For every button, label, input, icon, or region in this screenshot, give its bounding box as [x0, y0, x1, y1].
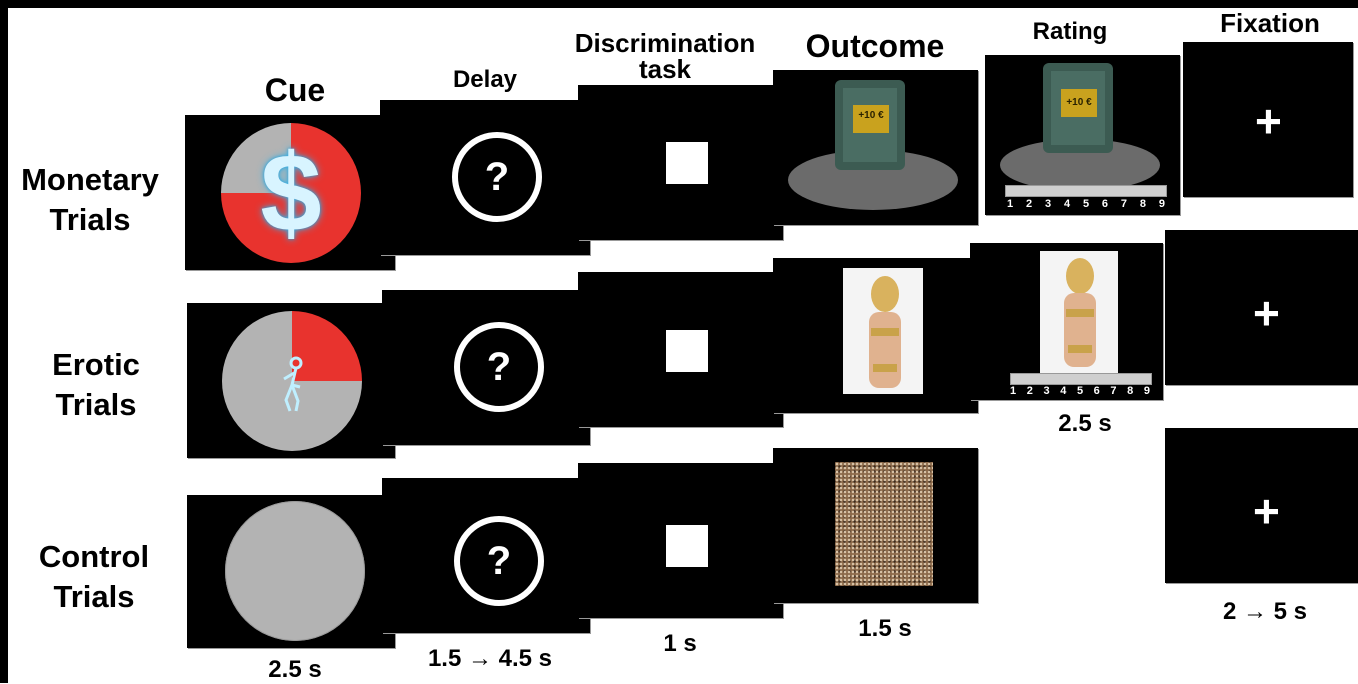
duration-fixation: 2 → 5 s [1222, 598, 1308, 625]
rating-panel-erotic: 1 2 3 4 5 6 7 8 9 [970, 243, 1163, 400]
header-discrimination-line2: task [638, 54, 692, 84]
row-label-monetary-line2: Trials [49, 202, 131, 238]
cue-panel-control [187, 495, 395, 648]
rating-num: 4 [1063, 198, 1071, 210]
safe-image [788, 80, 958, 210]
fixation-cross: + [1255, 95, 1282, 147]
figure-icon [283, 356, 303, 412]
delay-panel-control: ? [382, 478, 590, 633]
dollar-icon: $ [260, 131, 322, 255]
fixation-panel-control: + [1165, 428, 1358, 583]
photo-image [843, 268, 923, 394]
rating-num: 5 [1082, 198, 1090, 210]
target-square [666, 525, 708, 567]
rating-scale-numbers: 1 2 3 4 5 6 7 8 9 [1007, 198, 1165, 210]
question-icon: ? [452, 132, 542, 222]
discrimination-panel-control [578, 463, 783, 618]
row-label-erotic-line1: Erotic [52, 347, 140, 382]
rating-num: 7 [1110, 385, 1117, 397]
outcome-panel-control [773, 448, 978, 603]
target-square [666, 330, 708, 372]
delay-panel-erotic: ? [382, 290, 590, 445]
rating-num: 4 [1060, 385, 1067, 397]
header-cue: Cue [264, 72, 326, 108]
duration-delay: 1.5 → 4.5 s [427, 645, 553, 672]
rating-num: 3 [1043, 385, 1050, 397]
rating-num: 8 [1127, 385, 1134, 397]
rating-scale-bar [1005, 185, 1167, 197]
rating-scale-numbers: 1 2 3 4 5 6 7 8 9 [1010, 385, 1150, 397]
duration-rating: 2.5 s [1058, 410, 1112, 437]
header-fixation: Fixation [1220, 8, 1320, 38]
cue-panel-erotic [187, 303, 395, 458]
duration-outcome: 1.5 s [858, 615, 912, 642]
safe-image-rating [1000, 63, 1160, 191]
rating-num: 2 [1025, 198, 1033, 210]
cue-pie-monetary [221, 123, 361, 263]
header-outcome: Outcome [805, 28, 945, 64]
rating-num: 9 [1158, 198, 1165, 210]
rating-num: 5 [1076, 385, 1084, 397]
money-tag-label: +10 € [858, 110, 884, 121]
fixation-panel-monetary: + [1183, 42, 1353, 197]
rating-num: 1 [1007, 198, 1014, 210]
row-label-control: Control Trials [14, 537, 174, 618]
rating-panel-monetary: +10 € 1 2 3 4 5 6 7 8 9 [985, 55, 1180, 215]
rating-num: 6 [1101, 198, 1109, 210]
rating-scale-bar [1010, 373, 1152, 385]
duration-cue: 2.5 s [268, 656, 322, 683]
rating-num: 1 [1010, 385, 1017, 397]
rating-num: 8 [1139, 198, 1147, 210]
header-discrimination-line1: Discrimination [574, 28, 756, 58]
row-label-control-line1: Control [38, 539, 150, 574]
top-border [0, 0, 1358, 8]
outcome-panel-monetary: +10 € +10 € [773, 70, 978, 225]
outcome-panel-erotic [773, 258, 978, 413]
rating-num: 9 [1143, 385, 1150, 397]
row-label-control-line2: Trials [53, 579, 135, 615]
fixation-panel-erotic: + [1165, 230, 1358, 385]
question-icon: ? [454, 516, 544, 606]
fixation-cross: + [1253, 485, 1280, 537]
header-delay: Delay [452, 66, 518, 93]
cue-pie-control [225, 501, 365, 641]
duration-discrimination: 1 s [663, 630, 697, 657]
header-rating: Rating [1032, 18, 1108, 45]
question-icon: ? [454, 322, 544, 412]
row-label-erotic-line2: Trials [55, 387, 137, 423]
target-square [666, 142, 708, 184]
delay-panel-monetary: ? [380, 100, 590, 255]
fixation-cross: + [1253, 287, 1280, 339]
rating-num: 3 [1044, 198, 1052, 210]
rating-num: 7 [1120, 198, 1128, 210]
cue-panel-monetary: $ [185, 115, 395, 270]
money-tag-label-rating: +10 € [1066, 97, 1092, 108]
discrimination-panel-erotic [578, 272, 783, 427]
scrambled-image [835, 462, 933, 586]
rating-num: 6 [1093, 385, 1100, 397]
row-label-monetary: Monetary Trials [10, 160, 170, 241]
rating-num: 2 [1026, 385, 1033, 397]
photo-image-rating [1040, 251, 1118, 373]
left-border [0, 0, 8, 683]
row-label-erotic: Erotic Trials [16, 345, 176, 426]
row-label-monetary-line1: Monetary [21, 162, 159, 197]
discrimination-panel-monetary [578, 85, 783, 240]
